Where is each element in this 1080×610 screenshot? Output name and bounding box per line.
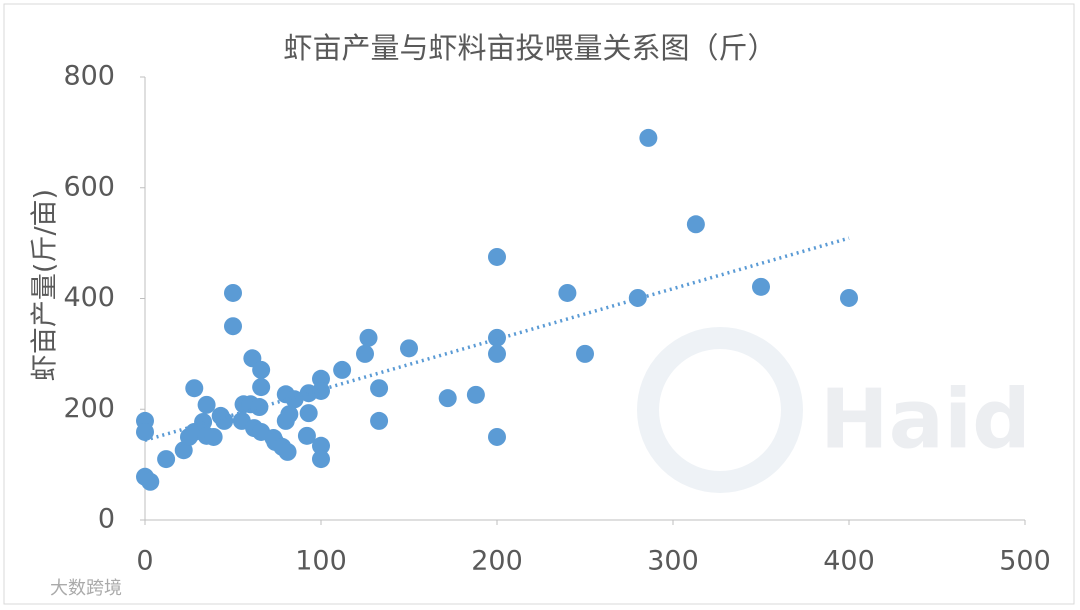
- point: [488, 247, 506, 266]
- point: [639, 128, 658, 147]
- x-tick-label: 200: [471, 546, 523, 577]
- x-tick-label: 100: [295, 546, 347, 577]
- point: [157, 450, 176, 469]
- point: [197, 395, 216, 414]
- y-axis-label: 虾亩产量(斤/亩): [30, 189, 61, 381]
- x-tick-label: 500: [999, 546, 1051, 577]
- point: [250, 398, 269, 417]
- point: [438, 389, 457, 408]
- point: [299, 404, 318, 423]
- point: [141, 472, 160, 491]
- point: [297, 426, 316, 445]
- point: [252, 360, 271, 379]
- point: [224, 283, 242, 302]
- point: [215, 411, 234, 430]
- point: [359, 328, 378, 347]
- point: [370, 379, 389, 398]
- point: [370, 411, 389, 430]
- point: [185, 379, 204, 398]
- point: [278, 442, 297, 461]
- point: [576, 344, 594, 363]
- point: [312, 381, 330, 400]
- source-mark: 大数跨境: [50, 578, 122, 599]
- x-tick-label: 300: [647, 546, 699, 577]
- point: [488, 427, 506, 446]
- point: [280, 405, 299, 424]
- y-tick-label: 400: [63, 282, 115, 313]
- point: [333, 360, 352, 379]
- point: [252, 378, 271, 397]
- point: [356, 344, 374, 363]
- chart-border: [3, 3, 1075, 605]
- y-tick-label: 0: [98, 504, 115, 535]
- trendline: [144, 236, 850, 442]
- y-tick-label: 200: [63, 393, 115, 424]
- point: [204, 427, 223, 446]
- point: [752, 277, 770, 296]
- point: [488, 344, 506, 363]
- point: [466, 385, 485, 404]
- point: [224, 317, 242, 336]
- y-tick-label: 600: [63, 171, 115, 202]
- point: [840, 288, 858, 307]
- y-tick-label: 800: [63, 61, 115, 92]
- point: [312, 436, 330, 455]
- watermark: Haid: [820, 372, 1031, 467]
- point: [312, 450, 330, 469]
- point: [400, 339, 418, 358]
- x-tick-label: 400: [823, 546, 875, 577]
- point: [628, 288, 647, 307]
- point: [285, 390, 304, 409]
- point: [558, 283, 577, 302]
- point: [136, 422, 154, 441]
- point: [686, 215, 705, 234]
- x-tick-label: 0: [136, 546, 153, 577]
- chart-title: 虾亩产量与虾料亩投喂量关系图（斤）: [283, 31, 776, 65]
- watermark-logo: [637, 327, 803, 493]
